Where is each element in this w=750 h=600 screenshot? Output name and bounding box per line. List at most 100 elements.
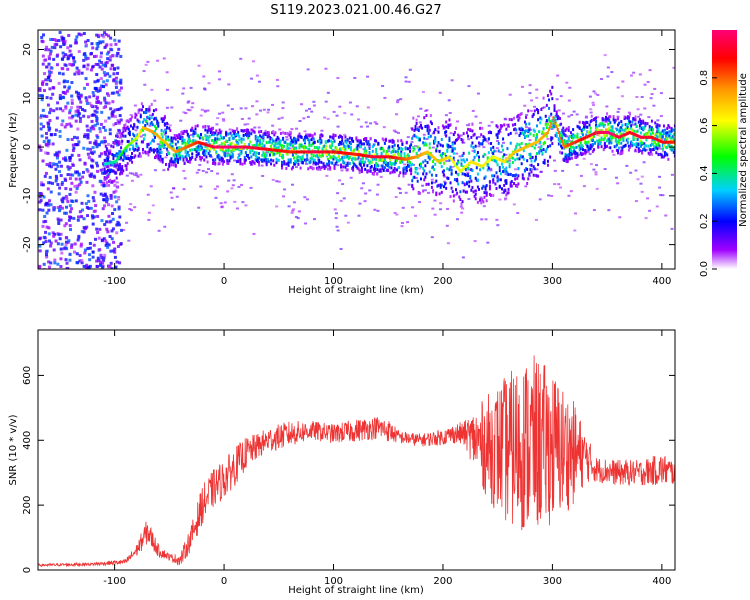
heatmap-cell bbox=[217, 154, 220, 158]
heatmap-cell bbox=[335, 160, 338, 164]
heatmap-cell bbox=[521, 128, 524, 132]
heatmap-cell bbox=[63, 177, 67, 181]
heatmap-cell bbox=[543, 140, 546, 144]
heatmap-cell bbox=[444, 114, 448, 117]
heatmap-cell bbox=[187, 141, 190, 145]
heatmap-cell bbox=[68, 204, 72, 208]
heatmap-cell bbox=[577, 139, 580, 143]
heatmap-cell bbox=[405, 154, 408, 158]
heatmap-cell bbox=[119, 78, 123, 82]
heatmap-cell bbox=[534, 218, 538, 221]
heatmap-cell bbox=[639, 182, 643, 185]
heatmap-cell bbox=[58, 30, 62, 34]
heatmap-cell bbox=[457, 159, 460, 163]
heatmap-cell bbox=[88, 101, 92, 105]
heatmap-cell bbox=[45, 249, 49, 253]
heatmap-cell bbox=[422, 189, 425, 193]
heatmap-cell bbox=[415, 151, 418, 155]
heatmap-cell bbox=[326, 150, 329, 154]
heatmap-cell bbox=[346, 163, 349, 167]
heatmap-cell bbox=[134, 154, 137, 158]
heatmap-cell bbox=[127, 157, 130, 161]
heatmap-cell bbox=[423, 143, 426, 147]
heatmap-cell bbox=[208, 233, 212, 236]
heatmap-cell bbox=[364, 146, 367, 150]
heatmap-cell bbox=[339, 247, 343, 250]
heatmap-cell bbox=[407, 159, 410, 163]
heatmap-cell bbox=[508, 117, 511, 121]
heatmap-cell bbox=[302, 148, 305, 152]
heatmap-cell bbox=[229, 149, 232, 153]
heatmap-cell bbox=[567, 157, 570, 161]
heatmap-cell bbox=[41, 159, 45, 163]
heatmap-cell bbox=[198, 142, 201, 146]
heatmap-cell bbox=[161, 141, 164, 145]
heatmap-cell bbox=[559, 95, 563, 98]
heatmap-cell bbox=[74, 171, 78, 175]
heatmap-cell bbox=[581, 127, 584, 131]
heatmap-cell bbox=[648, 135, 651, 139]
heatmap-cell bbox=[208, 128, 211, 132]
heatmap-cell bbox=[49, 244, 53, 248]
heatmap-cell bbox=[109, 196, 113, 200]
heatmap-cell bbox=[55, 116, 59, 120]
heatmap-cell bbox=[237, 145, 240, 149]
heatmap-cell bbox=[386, 155, 389, 159]
heatmap-cell bbox=[108, 58, 112, 62]
heatmap-cell bbox=[204, 152, 207, 156]
heatmap-cell bbox=[295, 146, 298, 150]
heatmap-cell bbox=[616, 115, 620, 118]
heatmap-cell bbox=[369, 160, 372, 164]
heatmap-cell bbox=[608, 141, 611, 145]
heatmap-cell bbox=[125, 119, 128, 123]
heatmap-cell bbox=[548, 106, 551, 110]
heatmap-cell bbox=[109, 219, 113, 223]
heatmap-cell bbox=[151, 204, 155, 207]
heatmap-cell bbox=[335, 150, 338, 154]
heatmap-cell bbox=[354, 152, 357, 156]
heatmap-cell bbox=[668, 134, 671, 138]
heatmap-cell bbox=[328, 150, 331, 154]
heatmap-cell bbox=[482, 200, 485, 204]
heatmap-cell bbox=[102, 35, 106, 39]
heatmap-cell bbox=[80, 201, 84, 205]
heatmap-cell bbox=[46, 181, 50, 185]
heatmap-cell bbox=[431, 207, 435, 210]
heatmap-cell bbox=[112, 160, 115, 164]
heatmap-cell bbox=[391, 155, 394, 159]
heatmap-cell bbox=[608, 115, 611, 119]
heatmap-cell bbox=[396, 139, 399, 143]
heatmap-cell bbox=[207, 126, 210, 130]
x-tick-label: 400 bbox=[652, 276, 671, 287]
heatmap-cell bbox=[201, 169, 205, 172]
heatmap-cell bbox=[599, 122, 602, 126]
heatmap-cell bbox=[322, 145, 325, 149]
heatmap-cell bbox=[661, 155, 664, 159]
heatmap-cell bbox=[471, 168, 474, 172]
heatmap-cell bbox=[293, 136, 296, 140]
heatmap-cell bbox=[425, 150, 428, 154]
heatmap-cell bbox=[600, 123, 603, 127]
heatmap-cell bbox=[522, 157, 525, 161]
heatmap-cell bbox=[40, 35, 44, 39]
heatmap-cell bbox=[113, 108, 117, 112]
heatmap-cell bbox=[563, 140, 566, 144]
heatmap-cell bbox=[511, 160, 514, 164]
heatmap-cell bbox=[394, 130, 398, 133]
heatmap-cell bbox=[238, 138, 241, 142]
heatmap-cell bbox=[134, 147, 137, 151]
heatmap-cell bbox=[43, 114, 47, 118]
heatmap-cell bbox=[64, 236, 68, 240]
heatmap-cell bbox=[487, 124, 491, 127]
heatmap-cell bbox=[305, 133, 308, 137]
heatmap-cell bbox=[641, 126, 644, 130]
heatmap-cell bbox=[185, 130, 188, 134]
heatmap-cell bbox=[342, 142, 345, 146]
heatmap-cell bbox=[443, 180, 447, 183]
heatmap-cell bbox=[381, 147, 384, 151]
heatmap-cell bbox=[352, 139, 355, 143]
heatmap-cell bbox=[346, 138, 349, 142]
heatmap-cell bbox=[286, 144, 289, 148]
heatmap-cell bbox=[63, 158, 67, 162]
heatmap-cell bbox=[43, 215, 47, 219]
